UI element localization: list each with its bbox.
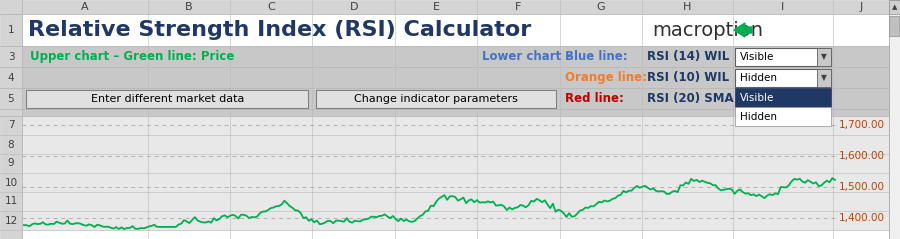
Bar xyxy=(735,48,831,65)
Text: ▼: ▼ xyxy=(821,73,826,82)
Text: macroption: macroption xyxy=(652,21,763,39)
Text: Hidden: Hidden xyxy=(740,112,777,121)
Text: Relative Strength Index (RSI) Calculator: Relative Strength Index (RSI) Calculator xyxy=(28,20,531,40)
Text: RSI (20) SMA: RSI (20) SMA xyxy=(647,92,734,105)
Text: G: G xyxy=(597,2,605,12)
Text: 7: 7 xyxy=(8,120,14,130)
Text: RSI (10) WIL: RSI (10) WIL xyxy=(647,71,729,84)
Text: Hidden: Hidden xyxy=(740,72,777,82)
Bar xyxy=(0,0,900,14)
Bar xyxy=(26,89,309,108)
Text: A: A xyxy=(81,2,89,12)
Text: 10: 10 xyxy=(4,178,18,188)
Text: Blue line:: Blue line: xyxy=(564,50,627,63)
Text: 9: 9 xyxy=(8,158,14,168)
Text: Visible: Visible xyxy=(740,92,774,103)
Text: D: D xyxy=(349,2,358,12)
Text: 1,400.00: 1,400.00 xyxy=(839,213,885,223)
Polygon shape xyxy=(734,23,752,37)
Text: 4: 4 xyxy=(8,72,14,82)
Text: Upper chart – Green line: Price: Upper chart – Green line: Price xyxy=(30,50,234,63)
Bar xyxy=(889,0,900,14)
Text: 8: 8 xyxy=(8,140,14,150)
Bar xyxy=(317,89,555,108)
Bar xyxy=(0,109,900,116)
Text: 1,500.00: 1,500.00 xyxy=(839,182,885,192)
Text: 12: 12 xyxy=(4,216,18,226)
Text: J: J xyxy=(860,2,862,12)
Bar xyxy=(816,48,831,65)
Bar xyxy=(889,16,899,36)
Text: 1,600.00: 1,600.00 xyxy=(839,151,885,161)
Text: 1: 1 xyxy=(8,25,14,35)
Text: Orange line:: Orange line: xyxy=(564,71,646,84)
Text: 1,700.00: 1,700.00 xyxy=(839,120,885,130)
Text: Visible: Visible xyxy=(740,51,774,61)
Text: H: H xyxy=(683,2,691,12)
Text: I: I xyxy=(781,2,785,12)
Bar xyxy=(0,116,900,230)
Text: C: C xyxy=(267,2,275,12)
Bar xyxy=(735,69,831,87)
Text: Lower chart –: Lower chart – xyxy=(482,50,572,63)
Text: RSI (14) WIL: RSI (14) WIL xyxy=(647,50,729,63)
Text: ▼: ▼ xyxy=(821,52,826,61)
Bar xyxy=(0,46,900,109)
Text: ▲: ▲ xyxy=(892,4,897,10)
Text: F: F xyxy=(515,2,521,12)
Text: Change indicator parameters: Change indicator parameters xyxy=(354,93,518,103)
Bar xyxy=(0,14,900,46)
Bar xyxy=(735,107,831,126)
Bar xyxy=(889,0,900,239)
Text: 5: 5 xyxy=(8,93,14,103)
Text: E: E xyxy=(433,2,439,12)
Text: B: B xyxy=(185,2,193,12)
Text: Enter different market data: Enter different market data xyxy=(91,93,244,103)
Text: Red line:: Red line: xyxy=(564,92,624,105)
Bar xyxy=(735,88,831,107)
Text: 3: 3 xyxy=(8,51,14,61)
Bar xyxy=(816,69,831,87)
Bar xyxy=(0,0,22,239)
Text: 11: 11 xyxy=(4,196,18,206)
